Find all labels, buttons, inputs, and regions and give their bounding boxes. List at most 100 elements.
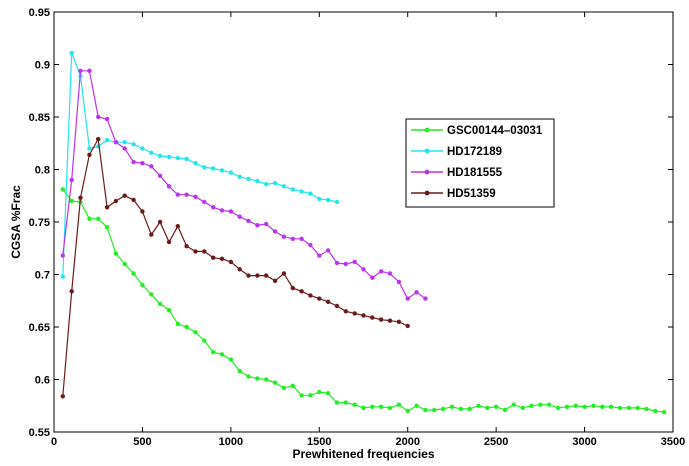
data-point	[113, 198, 119, 204]
data-point	[272, 180, 278, 186]
data-point	[520, 405, 525, 411]
data-point	[157, 301, 163, 307]
data-point	[325, 248, 331, 253]
data-point	[193, 249, 198, 254]
data-point	[264, 182, 269, 187]
data-point	[211, 255, 216, 260]
data-point	[211, 350, 216, 355]
data-point	[361, 313, 366, 318]
data-point	[290, 236, 295, 241]
data-point	[343, 400, 348, 405]
y-tick-label: 0.75	[29, 217, 50, 229]
data-point	[87, 216, 92, 221]
data-point	[379, 404, 384, 409]
data-point	[69, 289, 74, 294]
data-point	[370, 404, 375, 409]
data-point	[458, 406, 463, 412]
data-point	[69, 50, 74, 56]
data-point	[255, 376, 260, 381]
legend-entry: HD51359	[411, 188, 496, 200]
data-point	[140, 146, 145, 151]
legend: GSC00144–03031 HD172189 HD181555 HD51359	[405, 118, 555, 208]
data-point	[122, 146, 127, 151]
data-point	[635, 405, 640, 411]
data-point	[202, 249, 207, 254]
legend-label: HD51359	[447, 188, 496, 200]
data-point	[538, 402, 543, 407]
data-point	[272, 278, 278, 283]
data-point	[193, 161, 198, 166]
data-point	[255, 273, 260, 278]
data-point	[370, 315, 375, 320]
data-point	[343, 261, 348, 267]
data-point	[290, 383, 295, 388]
data-point	[175, 321, 180, 327]
data-point	[96, 136, 101, 142]
data-point	[432, 407, 437, 413]
series-1	[60, 50, 340, 279]
data-point	[414, 290, 419, 295]
data-point	[653, 408, 658, 414]
legend-marker	[424, 127, 430, 133]
data-point	[60, 187, 65, 192]
data-point	[334, 199, 340, 205]
data-point	[193, 194, 198, 199]
data-point	[299, 393, 304, 398]
data-point	[396, 402, 402, 407]
series-line	[62, 52, 338, 277]
data-point	[131, 197, 136, 203]
data-point	[272, 229, 278, 234]
series-3	[60, 136, 410, 399]
data-point	[184, 244, 189, 249]
legend-label: GSC00144–03031	[447, 125, 543, 137]
legend-label: HD181555	[447, 167, 503, 179]
data-point	[104, 137, 110, 143]
data-point	[423, 296, 428, 301]
data-point	[405, 296, 410, 301]
y-tick-label: 0.6	[35, 375, 50, 387]
y-tick-label: 0.85	[29, 112, 50, 124]
data-point	[379, 317, 384, 322]
data-point	[211, 205, 216, 210]
data-point	[317, 196, 322, 202]
data-point	[555, 405, 561, 411]
data-point	[184, 192, 189, 197]
data-point	[485, 405, 490, 411]
legend-label: HD172189	[447, 146, 502, 158]
data-point	[325, 299, 331, 304]
legend-entry: HD181555	[411, 167, 503, 179]
data-point	[157, 219, 163, 225]
data-point	[184, 324, 189, 330]
data-point	[573, 403, 578, 408]
series-line	[62, 137, 408, 397]
data-point	[113, 140, 119, 145]
data-point	[96, 216, 101, 221]
data-point	[405, 323, 410, 329]
data-point	[219, 168, 225, 173]
data-point	[379, 269, 384, 274]
series-line	[62, 70, 426, 300]
data-point	[219, 208, 225, 213]
data-point	[281, 271, 287, 276]
data-point	[272, 380, 278, 385]
legend-entry: HD172189	[411, 146, 502, 158]
data-point	[617, 405, 623, 411]
data-point	[157, 173, 163, 178]
y-tick-label: 0.8	[35, 165, 50, 177]
data-point	[352, 402, 357, 407]
data-point	[228, 259, 234, 265]
series-layer	[60, 50, 667, 415]
data-point	[175, 155, 180, 161]
x-tick-label: 0	[51, 436, 57, 448]
data-point	[644, 406, 649, 412]
legend-marker	[424, 148, 430, 154]
data-point	[131, 159, 136, 165]
data-point	[370, 275, 375, 280]
data-point	[476, 403, 481, 408]
data-point	[228, 209, 234, 214]
data-point	[140, 282, 145, 288]
data-point	[149, 150, 154, 155]
data-point	[193, 330, 198, 335]
data-point	[87, 68, 92, 74]
